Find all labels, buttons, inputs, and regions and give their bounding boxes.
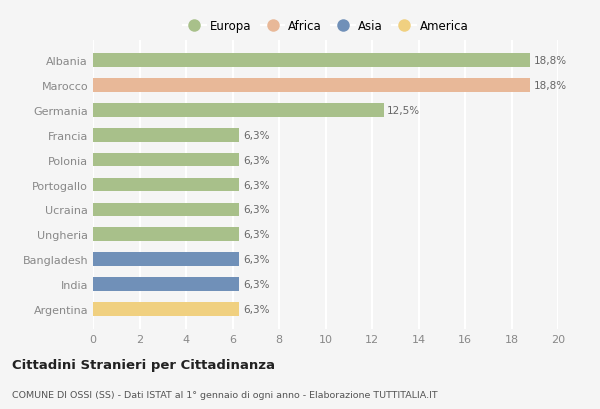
Text: 6,3%: 6,3% bbox=[243, 180, 269, 190]
Text: 6,3%: 6,3% bbox=[243, 279, 269, 290]
Text: Cittadini Stranieri per Cittadinanza: Cittadini Stranieri per Cittadinanza bbox=[12, 358, 275, 371]
Legend: Europa, Africa, Asia, America: Europa, Africa, Asia, America bbox=[178, 15, 473, 38]
Text: 6,3%: 6,3% bbox=[243, 304, 269, 314]
Text: 12,5%: 12,5% bbox=[387, 106, 420, 115]
Bar bbox=[93, 128, 239, 142]
Bar bbox=[93, 278, 239, 291]
Bar bbox=[93, 178, 239, 192]
Text: 6,3%: 6,3% bbox=[243, 130, 269, 140]
Bar bbox=[93, 228, 239, 242]
Text: 6,3%: 6,3% bbox=[243, 255, 269, 265]
Text: 6,3%: 6,3% bbox=[243, 205, 269, 215]
Bar bbox=[93, 303, 239, 316]
Text: COMUNE DI OSSI (SS) - Dati ISTAT al 1° gennaio di ogni anno - Elaborazione TUTTI: COMUNE DI OSSI (SS) - Dati ISTAT al 1° g… bbox=[12, 390, 437, 399]
Bar bbox=[93, 253, 239, 266]
Bar bbox=[93, 153, 239, 167]
Text: 6,3%: 6,3% bbox=[243, 155, 269, 165]
Bar bbox=[93, 54, 530, 67]
Bar bbox=[93, 203, 239, 217]
Text: 18,8%: 18,8% bbox=[533, 56, 567, 66]
Bar bbox=[93, 79, 530, 92]
Text: 6,3%: 6,3% bbox=[243, 230, 269, 240]
Bar bbox=[93, 104, 383, 117]
Text: 18,8%: 18,8% bbox=[533, 81, 567, 91]
